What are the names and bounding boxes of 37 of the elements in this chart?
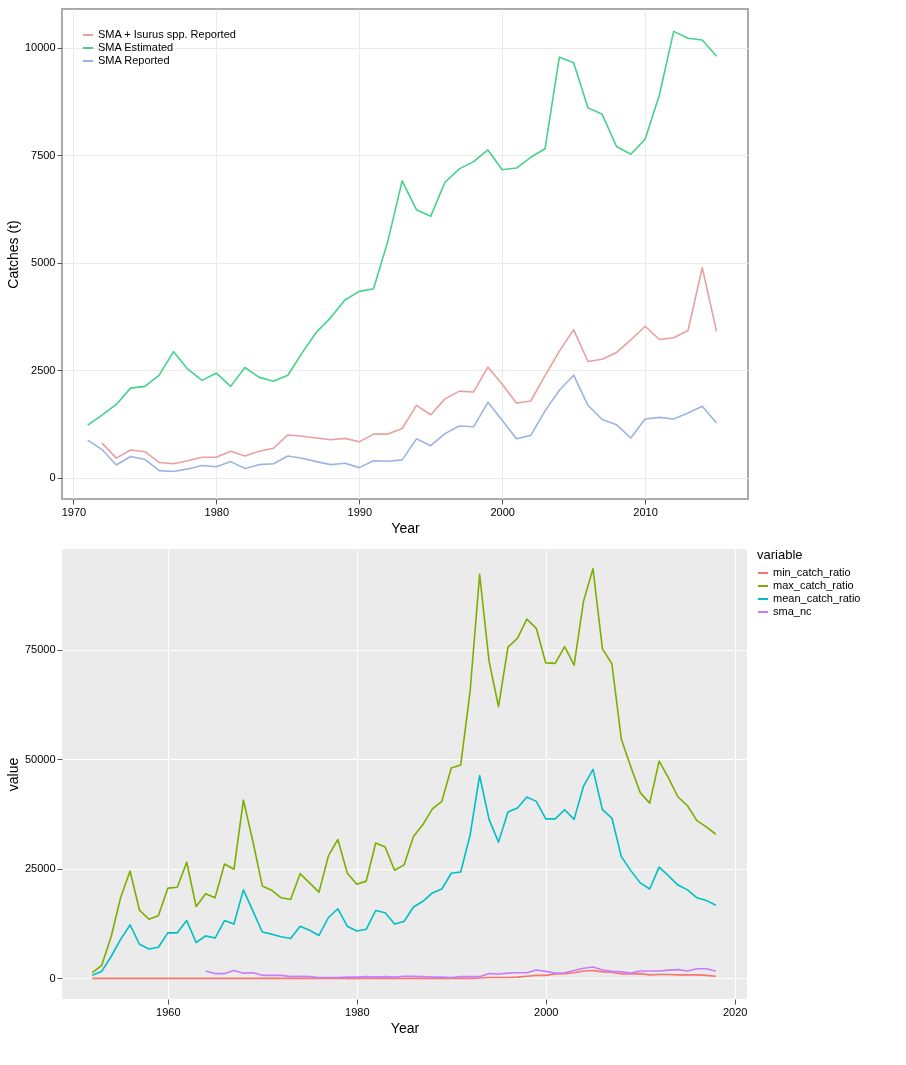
y-tick-label: 0: [49, 471, 56, 484]
x-tick-label: 2000: [534, 1005, 559, 1018]
line-series: [101, 266, 718, 465]
legend-label: min_catch_ratio: [773, 566, 851, 578]
line-series: [86, 374, 718, 473]
y-axis-title: value: [4, 757, 21, 792]
y-tick-label: 5000: [31, 256, 56, 269]
line-series: [204, 966, 717, 979]
line-series: [91, 567, 717, 974]
line-series: [91, 768, 717, 977]
y-tick-label: 7500: [31, 148, 56, 161]
legend-label: sma_nc: [773, 605, 813, 617]
x-tick-label: 1970: [61, 505, 87, 518]
x-axis-title: Year: [391, 519, 420, 536]
y-tick-label: 25000: [24, 862, 56, 875]
line-series: [86, 30, 718, 426]
legend-title: variable: [757, 547, 803, 562]
legend-label: SMA Reported: [98, 54, 170, 66]
x-tick-label: 1980: [345, 1005, 370, 1018]
legend-label: SMA + Isurus spp. Reported: [98, 28, 236, 40]
y-tick-label: 2500: [31, 363, 56, 376]
x-tick-label: 1990: [347, 505, 373, 518]
x-tick-label: 1980: [204, 505, 230, 518]
y-tick-label: 10000: [24, 41, 56, 54]
y-tick-label: 50000: [24, 752, 56, 765]
x-tick-label: 2020: [722, 1005, 748, 1018]
x-axis-title: Year: [390, 1019, 420, 1036]
y-tick-label: 75000: [24, 643, 56, 656]
y-tick-label: 0: [49, 971, 56, 984]
x-tick-label: 2000: [490, 505, 515, 518]
legend-label: max_catch_ratio: [773, 579, 854, 591]
legend-label: mean_catch_ratio: [773, 592, 861, 604]
x-tick-label: 2010: [633, 505, 658, 518]
legend-label: SMA Estimated: [98, 41, 174, 53]
x-tick-label: 1960: [156, 1005, 181, 1018]
line-series: [91, 969, 717, 980]
y-axis-title: Catches (t): [4, 220, 21, 289]
